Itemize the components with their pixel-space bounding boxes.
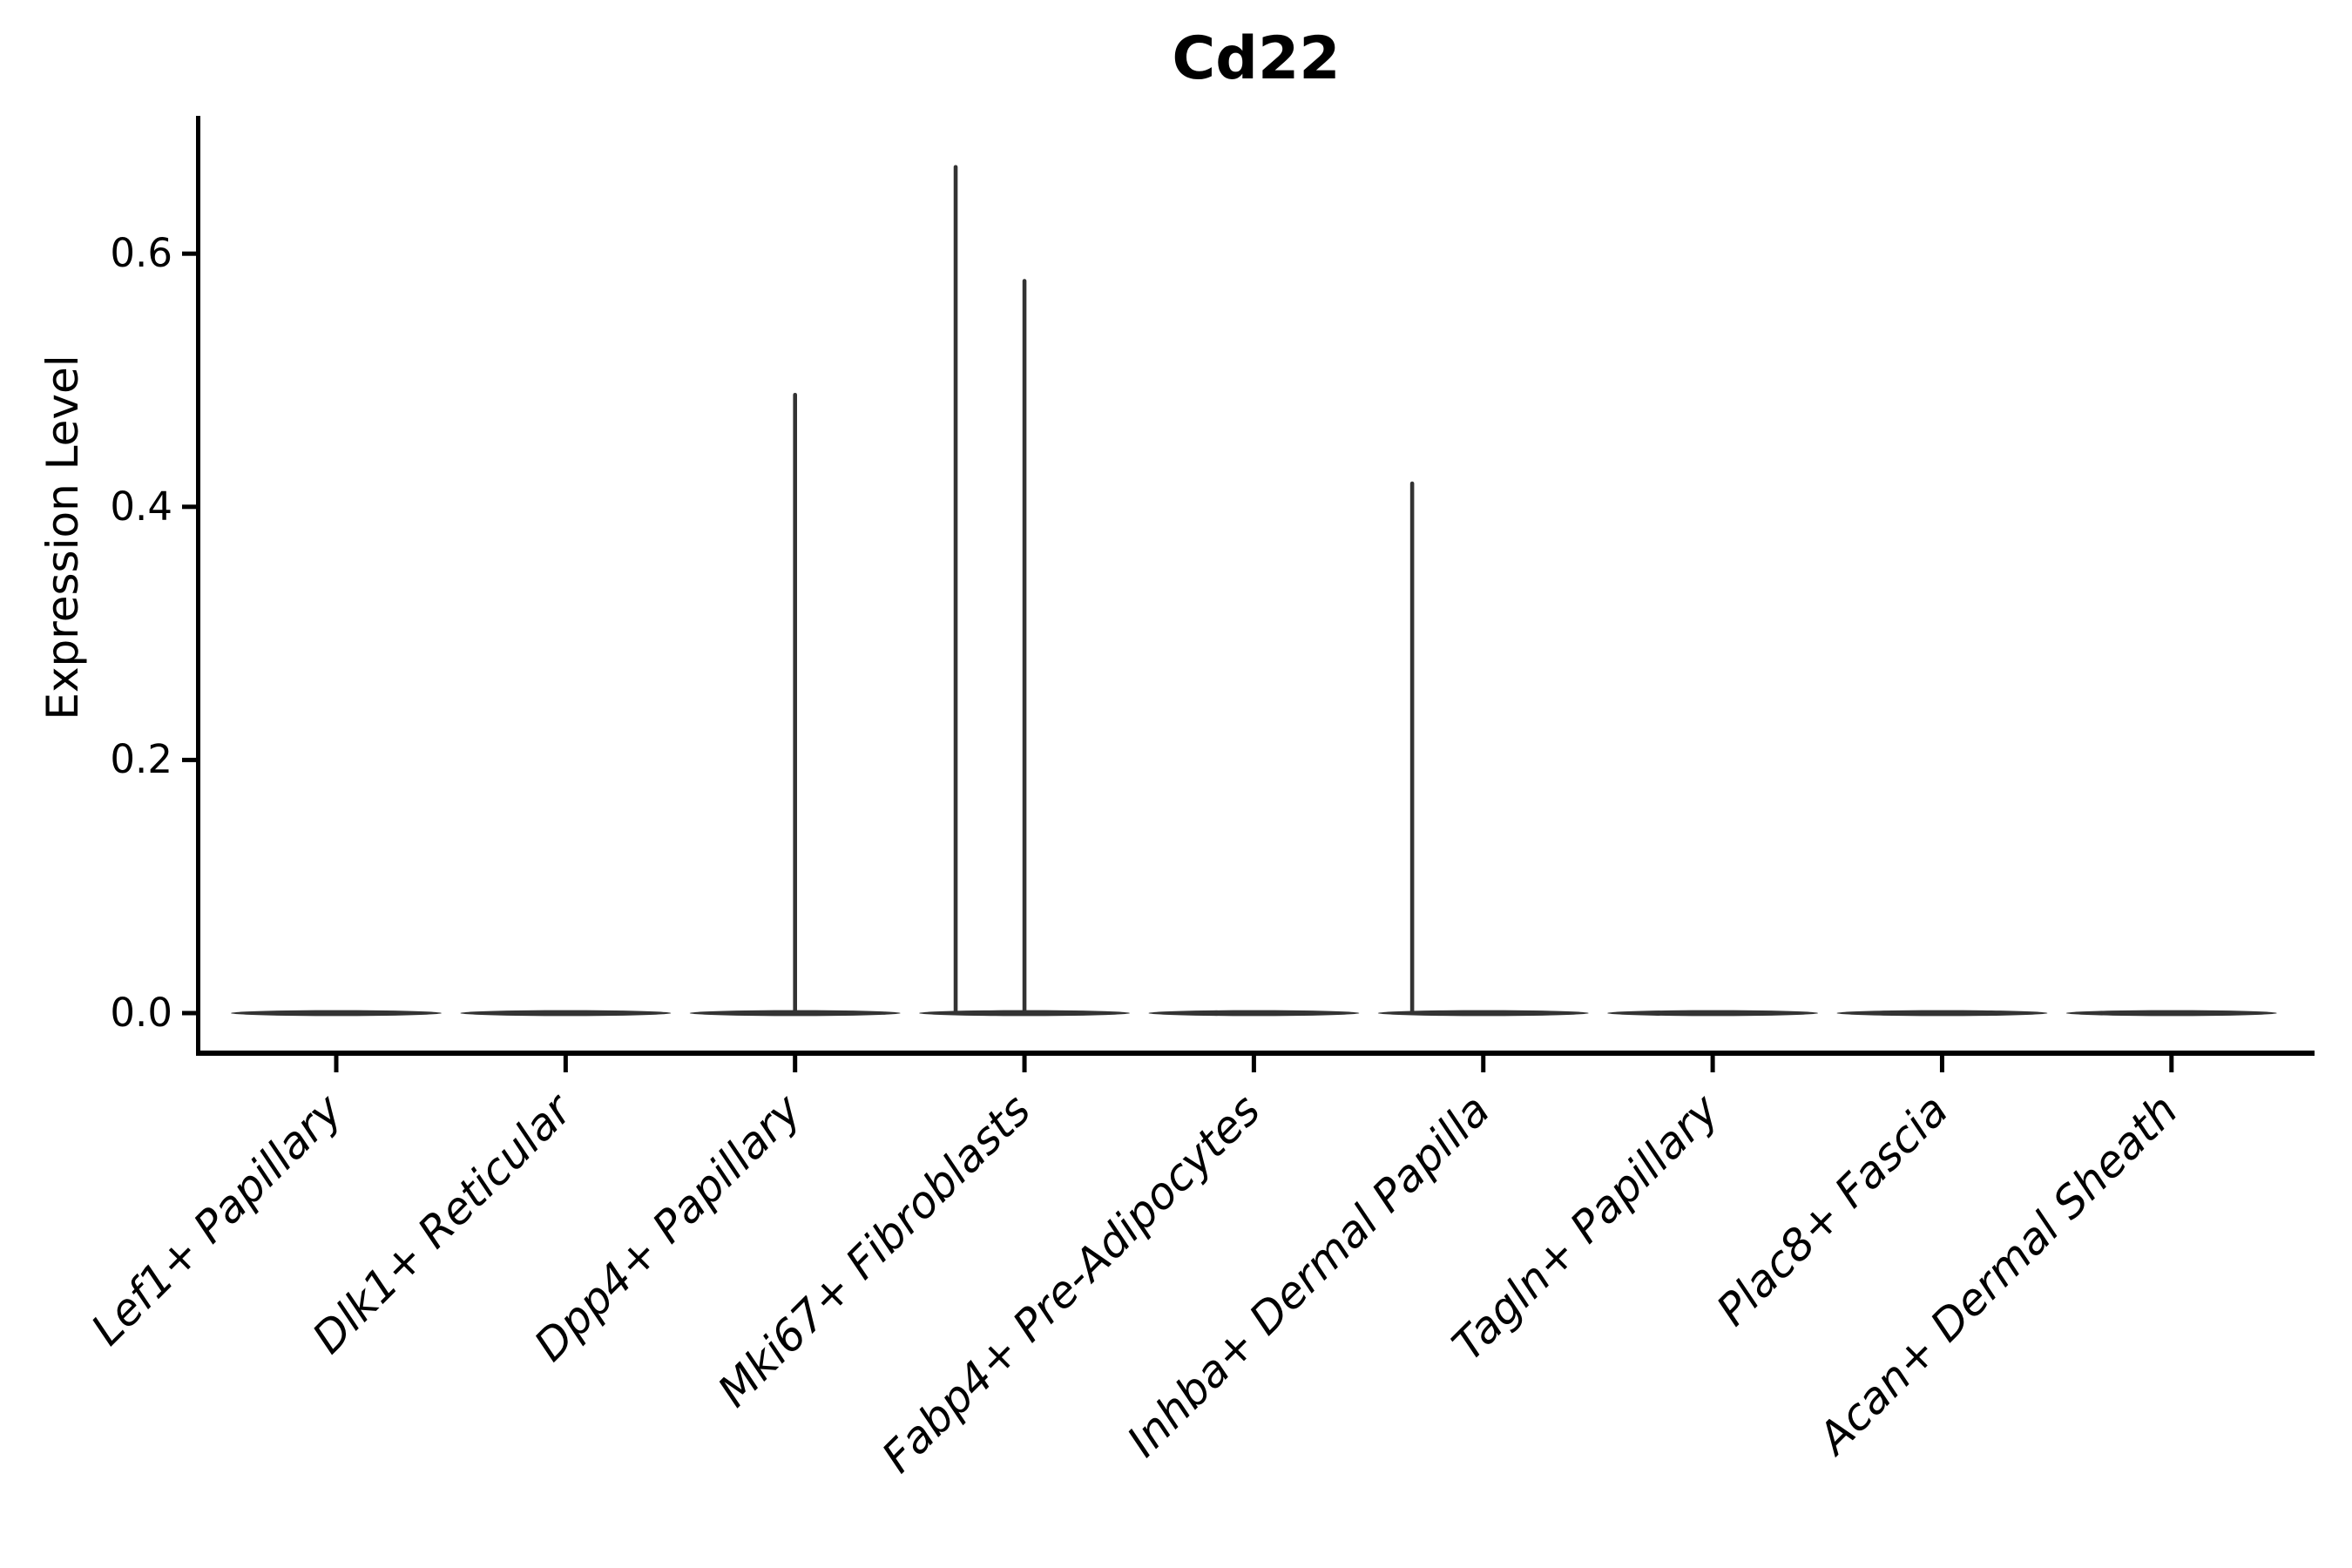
violin-spike (1409, 481, 1415, 1013)
x-tick (793, 1056, 798, 1072)
y-tick (182, 757, 196, 762)
violin-baseline (460, 1010, 672, 1017)
violin-baseline (1377, 1010, 1589, 1017)
violin-baseline (231, 1010, 442, 1017)
x-tick (1251, 1056, 1256, 1072)
x-tick (1481, 1056, 1486, 1072)
violin-baseline (2065, 1010, 2277, 1017)
violin-spike (953, 165, 958, 1014)
y-tick (182, 504, 196, 510)
x-tick (1939, 1056, 1944, 1072)
y-tick (182, 1010, 196, 1016)
violin-spike (1022, 279, 1027, 1013)
chart-title: Cd22 (1172, 24, 1341, 93)
y-axis-spine (196, 116, 200, 1056)
x-tick (2169, 1056, 2174, 1072)
violin-baseline (1836, 1010, 2048, 1017)
x-tick (334, 1056, 339, 1072)
x-axis-spine (196, 1051, 2315, 1056)
x-tick (1710, 1056, 1715, 1072)
violin-baseline (1607, 1010, 1819, 1017)
violin-baseline (1148, 1010, 1360, 1017)
x-tick (563, 1056, 568, 1072)
y-tick-label: 0.0 (110, 990, 172, 1036)
x-tick (1022, 1056, 1027, 1072)
y-tick (182, 251, 196, 256)
y-tick-label: 0.4 (110, 483, 172, 530)
violin-spike (793, 393, 797, 1013)
y-tick-label: 0.6 (110, 230, 172, 277)
y-tick-label: 0.2 (110, 736, 172, 783)
